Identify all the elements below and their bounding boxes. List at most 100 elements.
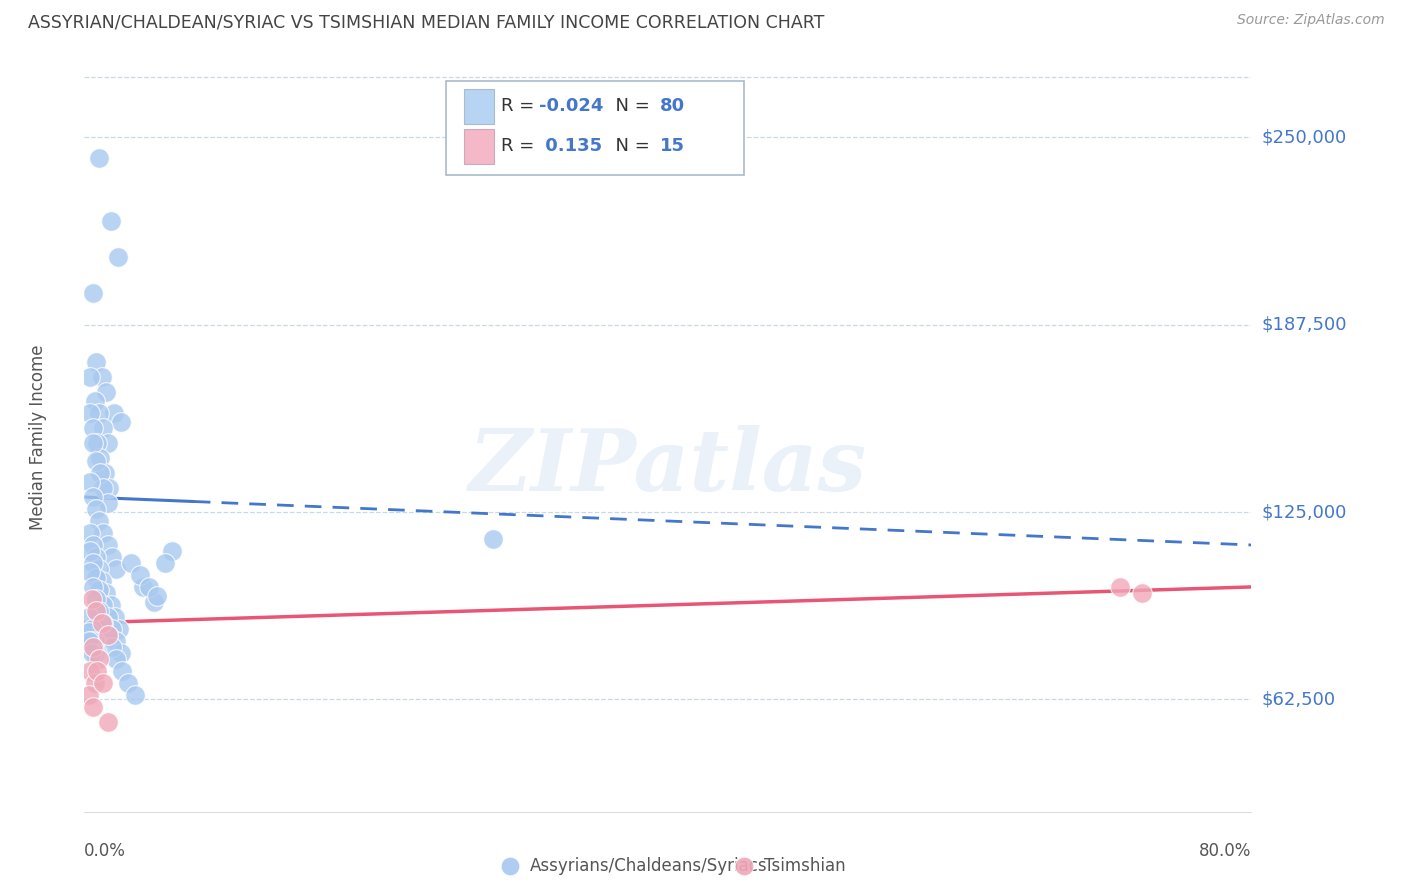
Point: [97, 436, 120, 450]
Point: [83, 633, 105, 648]
Point: [94, 466, 117, 480]
Point: [90, 615, 112, 630]
Point: [77, 624, 100, 639]
Text: Source: ZipAtlas.com: Source: ZipAtlas.com: [1237, 13, 1385, 28]
Point: [132, 580, 155, 594]
Point: [91, 421, 114, 435]
Text: N =: N =: [603, 97, 655, 115]
Text: R =: R =: [501, 136, 540, 154]
Text: $250,000: $250,000: [1261, 128, 1347, 146]
Point: [90, 370, 112, 384]
Point: [79, 565, 101, 579]
Point: [84, 549, 107, 564]
Point: [98, 481, 121, 495]
Point: [104, 610, 127, 624]
Point: [91, 481, 114, 495]
Point: [86, 646, 108, 660]
Text: 0.0%: 0.0%: [84, 842, 127, 860]
Point: [82, 286, 104, 301]
Point: [91, 526, 114, 541]
Point: [606, 880, 628, 892]
Point: [83, 676, 105, 690]
Text: 80: 80: [659, 97, 685, 115]
Point: [101, 549, 124, 564]
Point: [146, 589, 169, 603]
Point: [97, 628, 120, 642]
Point: [79, 526, 101, 541]
Point: [143, 595, 166, 609]
Point: [84, 571, 107, 585]
Point: [120, 556, 142, 570]
Point: [897, 880, 920, 892]
Point: [101, 622, 124, 636]
Point: [117, 676, 139, 690]
Text: R =: R =: [501, 97, 540, 115]
Point: [96, 385, 118, 400]
Point: [79, 406, 101, 420]
Point: [91, 676, 114, 690]
Text: $62,500: $62,500: [1261, 690, 1336, 708]
Point: [100, 598, 122, 612]
Point: [482, 532, 505, 546]
Text: 80.0%: 80.0%: [1199, 842, 1251, 860]
Point: [82, 490, 104, 504]
Point: [101, 640, 124, 654]
Text: 15: 15: [659, 136, 685, 154]
Point: [97, 538, 120, 552]
Point: [83, 646, 105, 660]
Text: Median Family Income: Median Family Income: [28, 344, 46, 530]
Point: [83, 394, 105, 409]
Point: [86, 664, 108, 678]
Point: [82, 640, 104, 654]
Point: [97, 628, 120, 642]
Point: [153, 556, 176, 570]
Point: [87, 582, 110, 597]
Point: [80, 633, 103, 648]
Point: [100, 214, 122, 228]
Point: [103, 406, 125, 420]
Point: [97, 610, 120, 624]
Point: [82, 699, 104, 714]
Point: [110, 415, 132, 429]
FancyBboxPatch shape: [446, 81, 744, 175]
FancyBboxPatch shape: [464, 89, 494, 124]
Point: [105, 633, 128, 648]
Point: [86, 436, 108, 450]
Text: ASSYRIAN/CHALDEAN/SYRIAC VS TSIMSHIAN MEDIAN FAMILY INCOME CORRELATION CHART: ASSYRIAN/CHALDEAN/SYRIAC VS TSIMSHIAN ME…: [28, 13, 824, 31]
Point: [79, 664, 101, 678]
Point: [105, 652, 128, 666]
Point: [77, 688, 100, 702]
Text: Assyrians/Chaldeans/Syriacs: Assyrians/Chaldeans/Syriacs: [530, 856, 768, 875]
Point: [82, 538, 104, 552]
Text: 0.135: 0.135: [540, 136, 603, 154]
Point: [79, 370, 101, 384]
Point: [77, 633, 100, 648]
Text: $125,000: $125,000: [1261, 503, 1347, 521]
Point: [105, 562, 128, 576]
Point: [87, 562, 110, 576]
Point: [1109, 580, 1132, 594]
Point: [97, 714, 120, 729]
Point: [1130, 586, 1153, 600]
Point: [82, 421, 104, 435]
Text: ZIPatlas: ZIPatlas: [468, 425, 868, 508]
Point: [89, 466, 111, 480]
Point: [107, 250, 129, 264]
Point: [84, 454, 107, 468]
Point: [87, 652, 110, 666]
Point: [79, 544, 101, 558]
Point: [82, 436, 104, 450]
Point: [87, 604, 110, 618]
FancyBboxPatch shape: [464, 129, 494, 163]
Point: [80, 622, 103, 636]
Point: [84, 355, 107, 369]
Point: [110, 646, 132, 660]
Point: [84, 604, 107, 618]
Point: [90, 574, 112, 588]
Point: [87, 406, 110, 420]
Point: [91, 615, 114, 630]
Point: [82, 580, 104, 594]
Point: [124, 688, 146, 702]
Point: [87, 152, 110, 166]
Point: [84, 502, 107, 516]
